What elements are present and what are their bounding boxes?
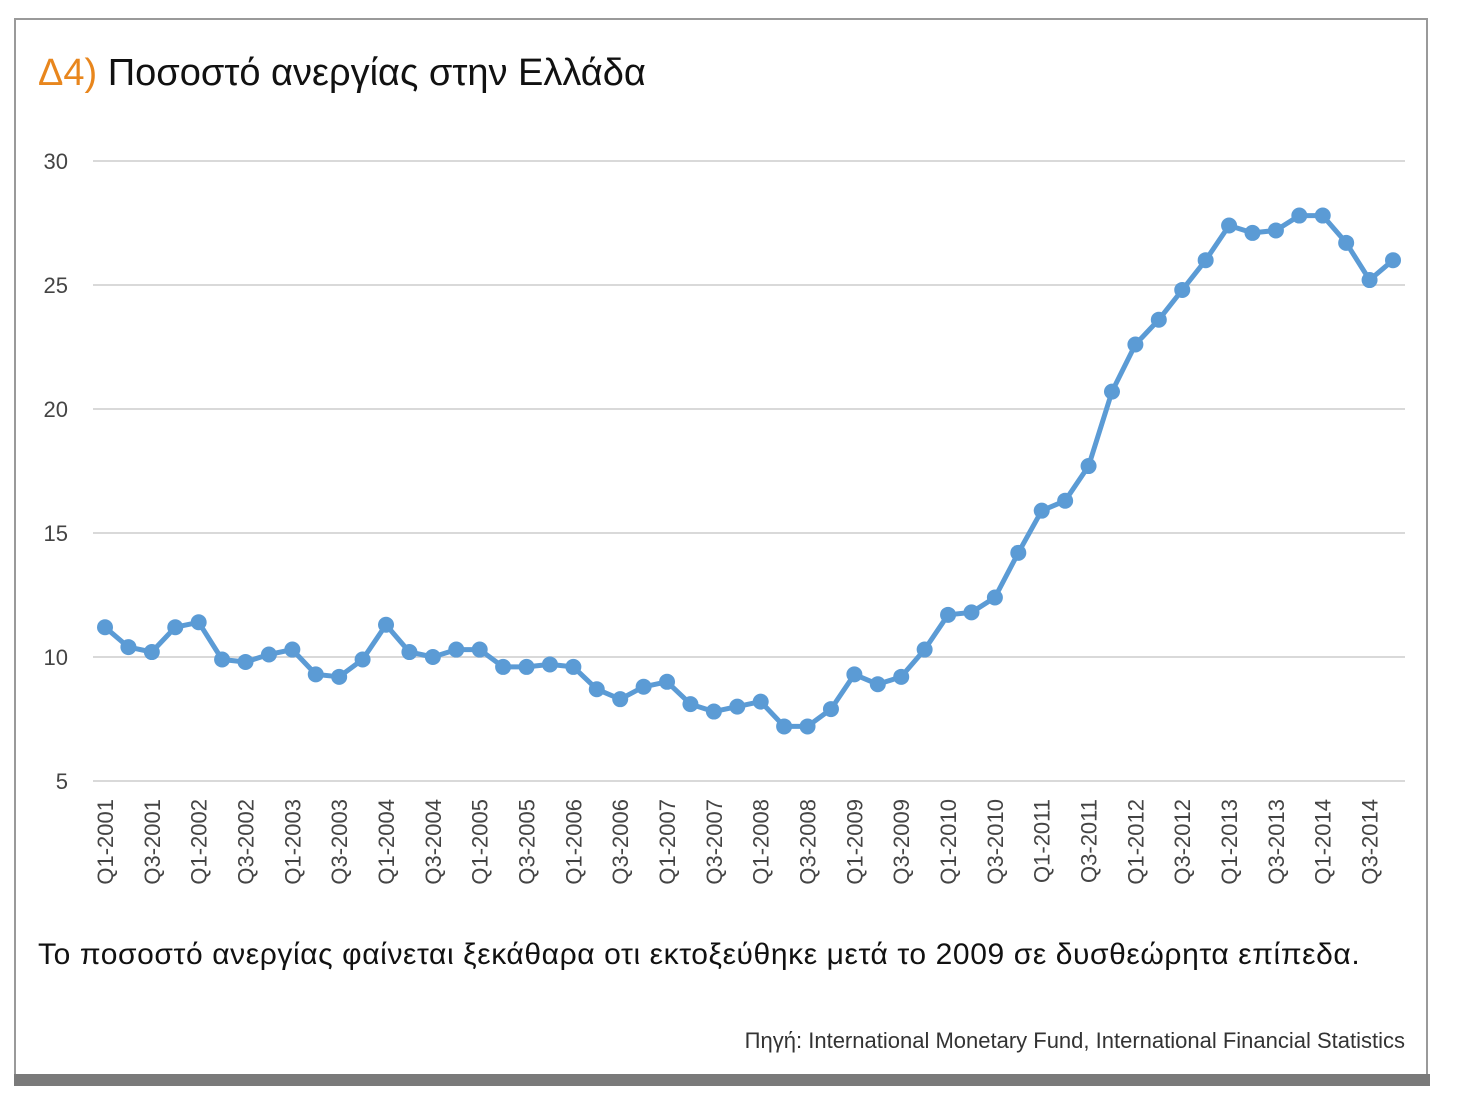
- data-point: [401, 644, 418, 661]
- x-tick-label: Q3-2013: [1264, 799, 1289, 885]
- x-tick-label: Q3-2001: [140, 799, 165, 885]
- data-point: [635, 678, 652, 695]
- chart-title: Δ4) Ποσοστό ανεργίας στην Ελλάδα: [38, 52, 646, 95]
- x-tick-label: Q3-2009: [889, 799, 914, 885]
- x-tick-label: Q1-2007: [655, 799, 680, 885]
- data-point: [471, 641, 488, 658]
- x-tick-label: Q3-2002: [234, 799, 259, 885]
- data-point: [97, 619, 113, 636]
- x-tick-label: Q1-2006: [561, 799, 586, 885]
- x-tick-label: Q1-2008: [749, 799, 774, 885]
- data-point: [1127, 336, 1144, 353]
- data-point: [307, 666, 324, 683]
- x-tick-label: Q1-2002: [187, 799, 212, 885]
- data-point: [378, 616, 395, 633]
- x-tick-label: Q3-2014: [1358, 799, 1383, 885]
- data-point: [1338, 234, 1355, 251]
- chart-title-prefix: Δ4): [38, 52, 98, 94]
- data-point: [986, 589, 1003, 606]
- data-point: [1361, 272, 1378, 289]
- x-tick-label: Q1-2014: [1311, 799, 1336, 885]
- x-tick-label: Q3-2010: [983, 799, 1008, 885]
- data-point: [822, 701, 839, 718]
- source-note: Πηγή: International Monetary Fund, Inter…: [744, 1028, 1405, 1053]
- x-tick-label: Q3-2008: [796, 799, 821, 885]
- data-point: [1174, 281, 1191, 298]
- data-point: [1244, 224, 1261, 241]
- x-tick-label: Q1-2013: [1217, 799, 1242, 885]
- data-point: [940, 606, 957, 623]
- data-point: [1033, 502, 1050, 519]
- data-point: [1197, 252, 1214, 269]
- x-tick-label: Q1-2012: [1123, 799, 1148, 885]
- data-point: [1103, 383, 1120, 400]
- data-point: [729, 698, 746, 715]
- y-tick-label: 15: [44, 521, 68, 546]
- data-point: [260, 646, 277, 663]
- data-point: [1221, 217, 1238, 234]
- data-point: [588, 681, 605, 698]
- x-tick-label: Q1-2004: [374, 799, 399, 885]
- data-point: [1150, 311, 1167, 328]
- data-point: [565, 658, 582, 675]
- chart-frame: [14, 18, 1428, 1076]
- x-tick-label: Q1-2009: [842, 799, 867, 885]
- y-tick-label: 25: [44, 273, 68, 298]
- data-point: [190, 614, 207, 631]
- chart-title-main: Ποσοστό ανεργίας στην Ελλάδα: [107, 52, 646, 94]
- data-point: [799, 718, 816, 735]
- data-point: [893, 668, 910, 685]
- data-point: [682, 696, 699, 713]
- data-point: [518, 658, 535, 675]
- data-point: [776, 718, 793, 735]
- y-tick-label: 10: [44, 645, 68, 670]
- data-point: [705, 703, 722, 720]
- x-tick-label: Q1-2003: [280, 799, 305, 885]
- data-point: [1385, 252, 1401, 269]
- y-tick-label: 20: [44, 397, 68, 422]
- data-point: [1010, 544, 1027, 561]
- data-point: [284, 641, 301, 658]
- data-point: [424, 649, 441, 665]
- data-point: [495, 658, 512, 675]
- x-tick-label: Q3-2012: [1170, 799, 1195, 885]
- x-tick-label: Q3-2007: [702, 799, 727, 885]
- data-point: [448, 641, 465, 658]
- data-point: [846, 666, 863, 683]
- data-point: [963, 604, 980, 621]
- x-tick-label: Q3-2006: [608, 799, 633, 885]
- data-point: [541, 656, 558, 673]
- data-point: [120, 639, 137, 656]
- data-point: [916, 641, 933, 658]
- data-point: [1267, 222, 1284, 239]
- chart-caption: Το ποσοστό ανεργίας φαίνεται ξεκάθαρα οτ…: [38, 938, 1361, 971]
- x-tick-label: Q3-2011: [1077, 799, 1102, 883]
- data-point: [143, 644, 160, 661]
- y-tick-label: 5: [56, 769, 68, 794]
- x-tick-label: Q1-2005: [468, 799, 493, 885]
- bottom-border-bar: [14, 1074, 1430, 1086]
- data-point: [167, 619, 184, 636]
- data-point: [214, 651, 231, 668]
- data-point: [1314, 207, 1331, 224]
- data-point: [331, 668, 348, 685]
- data-point: [1057, 492, 1074, 509]
- y-tick-label: 30: [44, 149, 68, 174]
- data-point: [354, 651, 371, 668]
- data-point: [1291, 207, 1308, 224]
- x-tick-label: Q3-2004: [421, 799, 446, 885]
- data-point: [612, 691, 629, 708]
- data-point: [237, 653, 254, 670]
- data-point: [869, 676, 886, 693]
- data-point: [752, 693, 769, 710]
- x-tick-label: Q1-2010: [936, 799, 961, 885]
- x-tick-label: Q1-2011: [1030, 799, 1055, 883]
- x-tick-label: Q3-2005: [515, 799, 540, 885]
- x-tick-label: Q1-2001: [93, 799, 118, 885]
- data-point: [659, 673, 676, 690]
- x-tick-label: Q3-2003: [327, 799, 352, 885]
- data-point: [1080, 458, 1097, 475]
